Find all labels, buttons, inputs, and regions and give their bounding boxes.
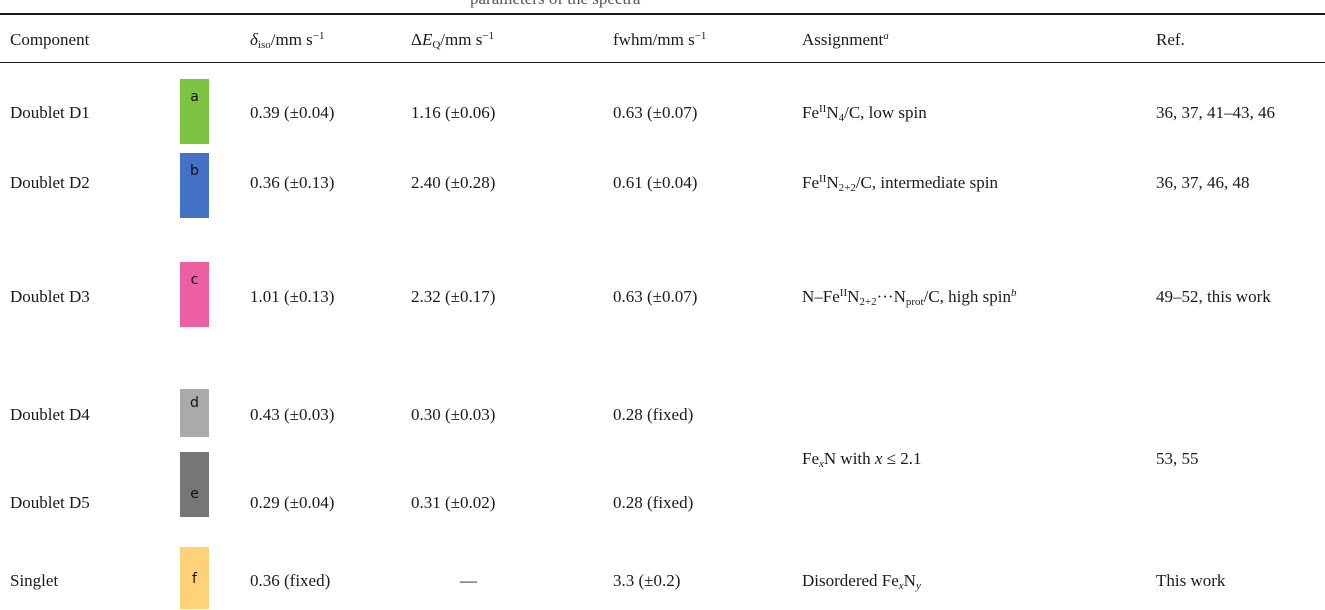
row-d3-component: Doublet D3 [10,287,90,306]
header-assignment: Assignmenta [802,30,889,49]
row-singlet-assignment: Disordered FexNy [802,571,921,592]
row-d5-delta-eq: 0.31 (±0.02) [411,493,496,512]
row-singlet-delta-eq: — [460,571,477,590]
row-d1-assignment: FeIIN4/C, low spin [802,103,927,124]
swatch-d: d [180,389,209,437]
row-d2-delta-eq: 2.40 (±0.28) [411,173,496,192]
row-d1-ref: 36, 37, 41–43, 46 [1156,103,1275,122]
row-d2-fwhm: 0.61 (±0.04) [613,173,698,192]
row-d5-delta-iso: 0.29 (±0.04) [250,493,335,512]
row-d5-fwhm: 0.28 (fixed) [613,493,694,512]
header-delta-eq: ΔEQ/mm s−1 [411,30,495,51]
swatch-e: e [180,452,209,517]
row-d2-assignment: FeIIN2+2/C, intermediate spin [802,173,998,194]
table-top-rule [0,13,1325,15]
swatch-f: f [180,547,209,609]
swatch-a: a [180,79,209,144]
header-fwhm: fwhm/mm s−1 [613,30,707,49]
row-singlet-delta-iso: 0.36 (fixed) [250,571,331,590]
row-d1-fwhm: 0.63 (±0.07) [613,103,698,122]
header-delta-iso: δiso/mm s−1 [250,30,325,51]
row-d3-delta-iso: 1.01 (±0.13) [250,287,335,306]
row-d3-delta-eq: 2.32 (±0.17) [411,287,496,306]
row-d2-delta-iso: 0.36 (±0.13) [250,173,335,192]
row-d4-delta-iso: 0.43 (±0.03) [250,405,335,424]
row-d1-delta-iso: 0.39 (±0.04) [250,103,335,122]
header-component: Component [10,30,90,49]
row-d4-d5-assignment: FexN with x ≤ 2.1 [802,449,922,470]
row-singlet-fwhm: 3.3 (±0.2) [613,571,681,590]
row-d1-component: Doublet D1 [10,103,90,122]
row-d4-component: Doublet D4 [10,405,90,424]
table-caption-fragment: parameters of the spectra [470,0,640,9]
row-d2-ref: 36, 37, 46, 48 [1156,173,1250,192]
row-singlet-component: Singlet [10,571,59,590]
row-singlet-ref: This work [1156,571,1226,590]
row-d4-d5-ref: 53, 55 [1156,449,1199,468]
row-d1-delta-eq: 1.16 (±0.06) [411,103,496,122]
swatch-b: b [180,153,209,218]
row-d3-fwhm: 0.63 (±0.07) [613,287,698,306]
row-d2-component: Doublet D2 [10,173,90,192]
row-d3-ref: 49–52, this work [1156,287,1271,306]
table-header-rule [0,62,1325,63]
row-d5-component: Doublet D5 [10,493,90,512]
row-d4-delta-eq: 0.30 (±0.03) [411,405,496,424]
row-d4-fwhm: 0.28 (fixed) [613,405,694,424]
row-d3-assignment: N–FeIIN2+2···Nprot/C, high spinb [802,287,1017,308]
header-ref: Ref. [1156,30,1185,49]
swatch-c: c [180,262,209,327]
